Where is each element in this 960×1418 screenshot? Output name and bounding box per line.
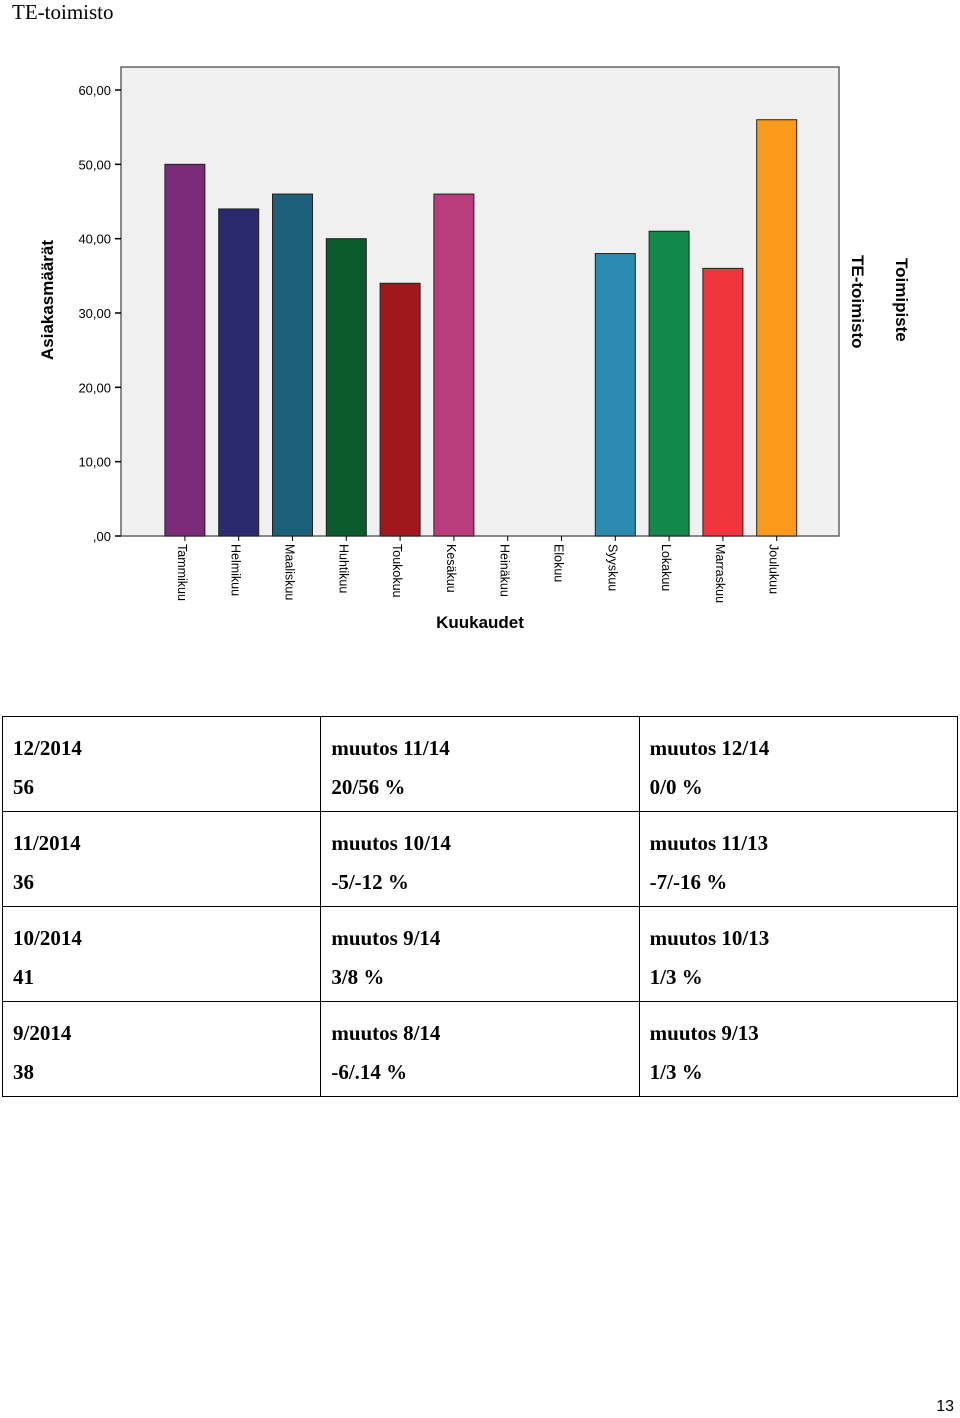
cell-value: -5/-12 % [331, 870, 409, 894]
x-tick-label: Huhtikuu [336, 544, 350, 593]
x-tick-label: Toukokuu [390, 544, 404, 598]
bar-kesäkuu [433, 193, 475, 537]
table-cell: muutos 11/14 20/56 % [320, 716, 640, 812]
x-tick-label: Lokakuu [659, 544, 673, 591]
bar-toukokuu [379, 282, 421, 537]
legend-title: Toimipiste [892, 258, 911, 342]
table-cell: 11/2014 36 [1, 811, 322, 907]
table-cell: muutos 12/14 0/0 % [638, 716, 959, 812]
bar-maaliskuu [272, 193, 313, 537]
bar-tammikuu [164, 163, 206, 537]
x-tick-label: Tammikuu [175, 544, 189, 601]
table-row: 9/2014 38 muutos 8/14 -6/.14 % muutos 9/13… [1, 1001, 959, 1097]
x-axis-title: Kuukaudet [436, 613, 524, 632]
bar-chart: ,00 10,00 20,00 30,00 40,00 50,00 60,00 Asiakas… [38, 66, 911, 632]
y-tick-label: 60,00 [78, 83, 111, 98]
bar-syyskuu [594, 253, 636, 537]
cell-period: muutos 10/14 [331, 831, 451, 855]
table-cell: muutos 9/13 1/3 % [638, 1001, 959, 1097]
bar-joulukuu [756, 119, 798, 537]
cell-value: 0/0 % [649, 775, 703, 799]
cell-value: -7/-16 % [649, 870, 728, 894]
bar-marraskuu [702, 267, 744, 537]
x-tick-label: Joulukuu [767, 544, 781, 594]
cell-period: muutos 9/13 [649, 1021, 759, 1045]
bar-huhtikuu [325, 238, 367, 537]
cell-period: muutos 10/13 [649, 926, 770, 950]
y-tick-label: 30,00 [78, 306, 111, 321]
cell-period: muutos 8/14 [331, 1021, 441, 1045]
page-number: 13 [936, 1398, 954, 1415]
table-row: 10/2014 41 muutos 9/14 3/8 % muutos 10/13 1… [1, 906, 959, 1002]
cell-period: 10/2014 [13, 926, 82, 950]
cell-value: 20/56 % [331, 775, 406, 799]
cell-value: 38 [13, 1060, 34, 1084]
cell-period: muutos 12/14 [649, 736, 770, 760]
cell-value: 3/8 % [331, 965, 385, 989]
table-cell: 9/2014 38 [1, 1001, 322, 1097]
cell-period: 9/2014 [13, 1021, 72, 1045]
table-cell: 10/2014 41 [1, 906, 322, 1002]
page-title: TE-toimisto [12, 0, 114, 24]
y-tick-label: 10,00 [78, 455, 111, 470]
x-tick-label: Marraskuu [713, 544, 727, 603]
cell-value: 56 [13, 775, 34, 799]
bar-lokakuu [648, 230, 690, 537]
bar-helmikuu [218, 208, 260, 537]
cell-period: muutos 11/14 [331, 736, 450, 760]
x-tick-label: Helmikuu [229, 544, 243, 596]
cell-value: -6/.14 % [331, 1060, 408, 1084]
cell-period: 12/2014 [13, 736, 82, 760]
cell-value: 1/3 % [649, 1060, 703, 1084]
table-cell: muutos 10/14 -5/-12 % [320, 811, 640, 907]
table-cell: 12/2014 56 [1, 716, 322, 812]
table-cell: muutos 9/14 3/8 % [320, 906, 640, 1002]
table-row: 12/2014 56 muutos 11/14 20/56 % muutos 12/… [1, 716, 959, 812]
x-tick-label: Elokuu [552, 544, 566, 582]
table-row: 11/2014 36 muutos 10/14 -5/-12 % muutos 11… [1, 811, 959, 907]
cell-value: 41 [13, 965, 34, 989]
y-tick-label: 20,00 [78, 380, 111, 395]
x-tick-label: Maaliskuu [283, 544, 297, 600]
cell-value: 36 [13, 870, 34, 894]
cell-period: 11/2014 [13, 831, 81, 855]
cell-period: muutos 9/14 [331, 926, 441, 950]
legend-entry: TE-toimisto [848, 255, 867, 349]
cell-period: muutos 11/13 [649, 831, 769, 855]
y-axis-title: Asiakasmäärät [38, 240, 57, 360]
y-tick-label: 50,00 [78, 157, 111, 172]
monthly-stats-table: 12/2014 56 muutos 11/14 20/56 % muutos 12/… [1, 716, 959, 1097]
x-tick-label: Kesäkuu [444, 544, 458, 593]
y-tick-label: ,00 [93, 529, 111, 544]
y-tick-label: 40,00 [78, 232, 111, 247]
x-tick-label: Syyskuu [605, 544, 619, 591]
table-cell: muutos 8/14 -6/.14 % [320, 1001, 640, 1097]
table-cell: muutos 10/13 1/3 % [638, 906, 959, 1002]
cell-value: 1/3 % [649, 965, 703, 989]
x-tick-label: Heinäkuu [498, 544, 512, 597]
table-cell: muutos 11/13 -7/-16 % [638, 811, 959, 907]
